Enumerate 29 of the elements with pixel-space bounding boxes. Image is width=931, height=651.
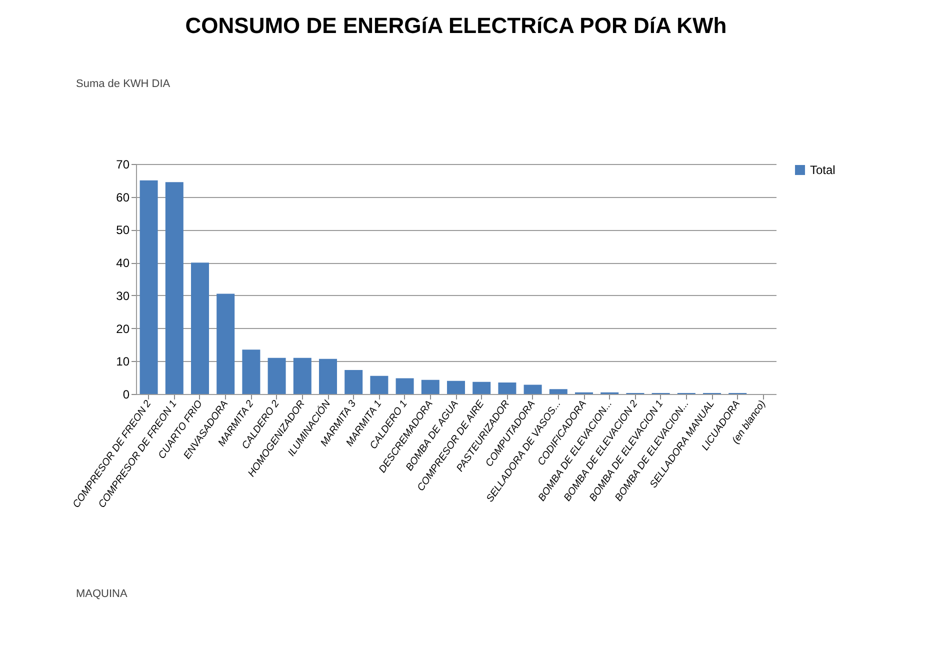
bar	[293, 358, 312, 394]
bar	[140, 180, 158, 394]
chart-title: CONSUMO DE ENERGíA ELECTRíCA POR DíA KWh	[185, 13, 727, 38]
y-tick-label: 0	[122, 388, 130, 402]
y-tick-label: 20	[116, 322, 130, 336]
bar	[524, 384, 542, 394]
bar	[242, 350, 260, 394]
bar	[319, 358, 337, 394]
bar	[268, 358, 286, 394]
legend-label: Total	[810, 163, 836, 177]
bar	[165, 182, 184, 394]
bar	[472, 382, 491, 394]
bar	[396, 378, 414, 394]
y-tick-label: 10	[116, 354, 130, 369]
bar	[421, 380, 440, 394]
bar	[549, 389, 568, 394]
text: MAQUINA	[76, 588, 128, 600]
y-tick-label: 60	[116, 190, 130, 204]
y-tick-label: 50	[116, 223, 130, 238]
y-tick-label: 30	[116, 288, 130, 303]
text: Suma de KWH DIA	[76, 78, 171, 90]
y-tick-label: 40	[116, 256, 130, 270]
bar	[370, 376, 388, 394]
y-tick-label: 70	[116, 158, 130, 172]
bar	[216, 294, 235, 394]
bar	[447, 380, 465, 394]
bar	[498, 382, 516, 394]
bar	[344, 370, 363, 394]
bar	[191, 262, 209, 394]
